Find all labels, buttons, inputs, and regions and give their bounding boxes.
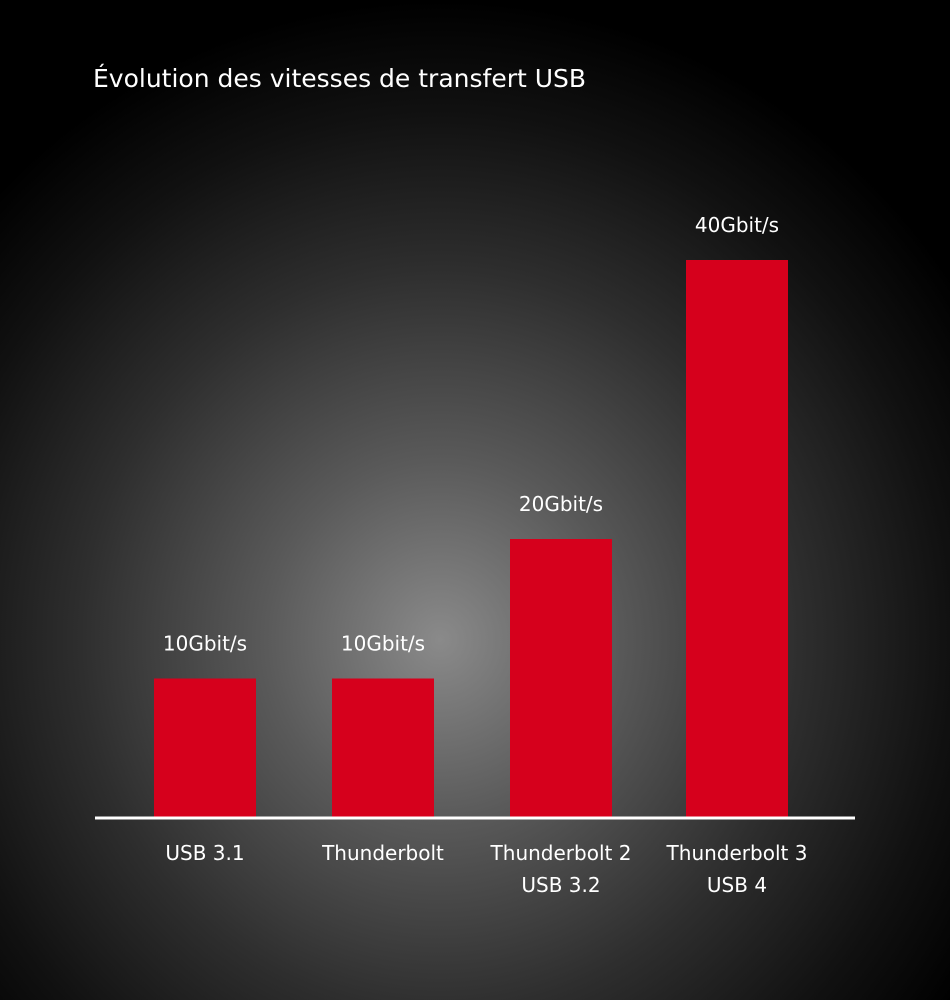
category-label-2: Thunderbolt [321,841,444,865]
chart-title: Évolution des vitesses de transfert USB [93,64,587,93]
bar-4 [686,260,788,818]
value-label-2: 10Gbit/s [341,632,425,656]
value-label-1: 10Gbit/s [163,632,247,656]
category-label-3-line-2: USB 3.2 [521,873,600,897]
category-label-4-line-2: USB 4 [707,873,767,897]
category-label-3-line-1: Thunderbolt 2 [490,841,632,865]
bar-2 [332,678,434,818]
category-label-1: USB 3.1 [165,841,244,865]
category-label-4-line-1: Thunderbolt 3 [666,841,808,865]
value-label-3: 20Gbit/s [519,492,603,516]
value-label-4: 40Gbit/s [695,213,779,237]
bar-1 [154,678,256,818]
bar-3 [510,539,612,818]
